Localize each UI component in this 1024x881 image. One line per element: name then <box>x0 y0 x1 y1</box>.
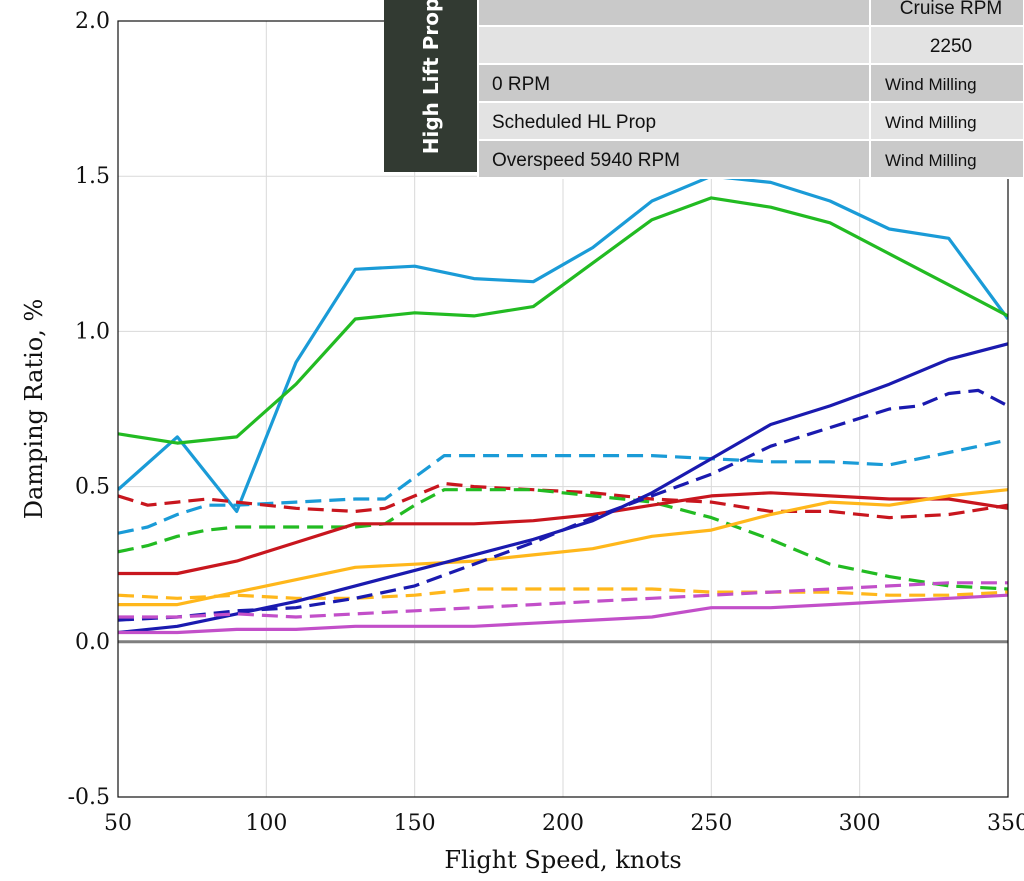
x-tick-label-4: 250 <box>690 811 732 836</box>
x-tick-label-6: 350 <box>987 811 1024 836</box>
y-axis-title: Damping Ratio, % <box>20 299 48 520</box>
series-line-3 <box>118 481 1008 520</box>
x-tick-label-2: 150 <box>394 811 436 836</box>
legend-row-2-label: 0 RPM <box>492 74 550 95</box>
y-tick-label-0: -0.5 <box>68 785 110 810</box>
legend-row-4-value: Wind Milling <box>885 151 977 170</box>
series-line-0 <box>118 174 1008 513</box>
legend-row-1-value-cell <box>869 25 1024 65</box>
x-tick-label-5: 300 <box>839 811 881 836</box>
legend-row-3-label: Scheduled HL Prop <box>492 112 656 133</box>
legend-row-4-value-cell <box>869 139 1024 179</box>
series-line-5 <box>118 491 1008 576</box>
legend-row-1-value: 2250 <box>930 36 972 57</box>
legend-row-3-label-cell <box>477 101 871 141</box>
legend-side-label: High Lift Prop <box>419 0 443 154</box>
legend-row-0-label-cell <box>477 0 871 27</box>
x-tick-label-3: 200 <box>542 811 584 836</box>
series-group <box>118 174 1008 644</box>
series-line-2 <box>118 438 1008 535</box>
series-line-9 <box>118 388 1008 622</box>
legend-row-2-value: Wind Milling <box>885 75 977 94</box>
series-line-10 <box>118 581 1008 619</box>
y-tick-label-3: 1.0 <box>75 319 110 344</box>
y-tick-label-4: 1.5 <box>75 164 110 189</box>
legend-side-panel <box>384 0 478 172</box>
x-axis-title: Flight Speed, knots <box>444 846 681 874</box>
y-tick-label-2: 0.5 <box>75 475 110 500</box>
y-tick-label-1: 0.0 <box>75 630 110 655</box>
y-tick-label-5: 2.0 <box>75 9 110 34</box>
series-line-4 <box>118 488 1008 591</box>
series-line-7 <box>118 587 1008 600</box>
legend-row-0-value: Cruise RPM <box>900 0 1002 19</box>
legend-row-4-label: Overspeed 5940 RPM <box>492 150 680 171</box>
legend-row-1-label-cell <box>477 25 871 65</box>
series-line-11 <box>118 593 1008 635</box>
series-line-6 <box>118 488 1008 607</box>
x-tick-label-1: 100 <box>245 811 287 836</box>
legend-row-3-value: Wind Milling <box>885 113 977 132</box>
series-line-1 <box>118 196 1008 445</box>
legend-row-2-label-cell <box>477 63 871 103</box>
x-tick-label-0: 50 <box>104 811 132 836</box>
tick-labels: 50 100 150 200 250 300 350 -0.5 0.0 0.5 1.0 1.5 2.0 <box>68 9 1024 836</box>
legend-table: High Lift Prop Cruise RPM 2250 0 RPM Wind Mi… <box>384 0 1024 179</box>
